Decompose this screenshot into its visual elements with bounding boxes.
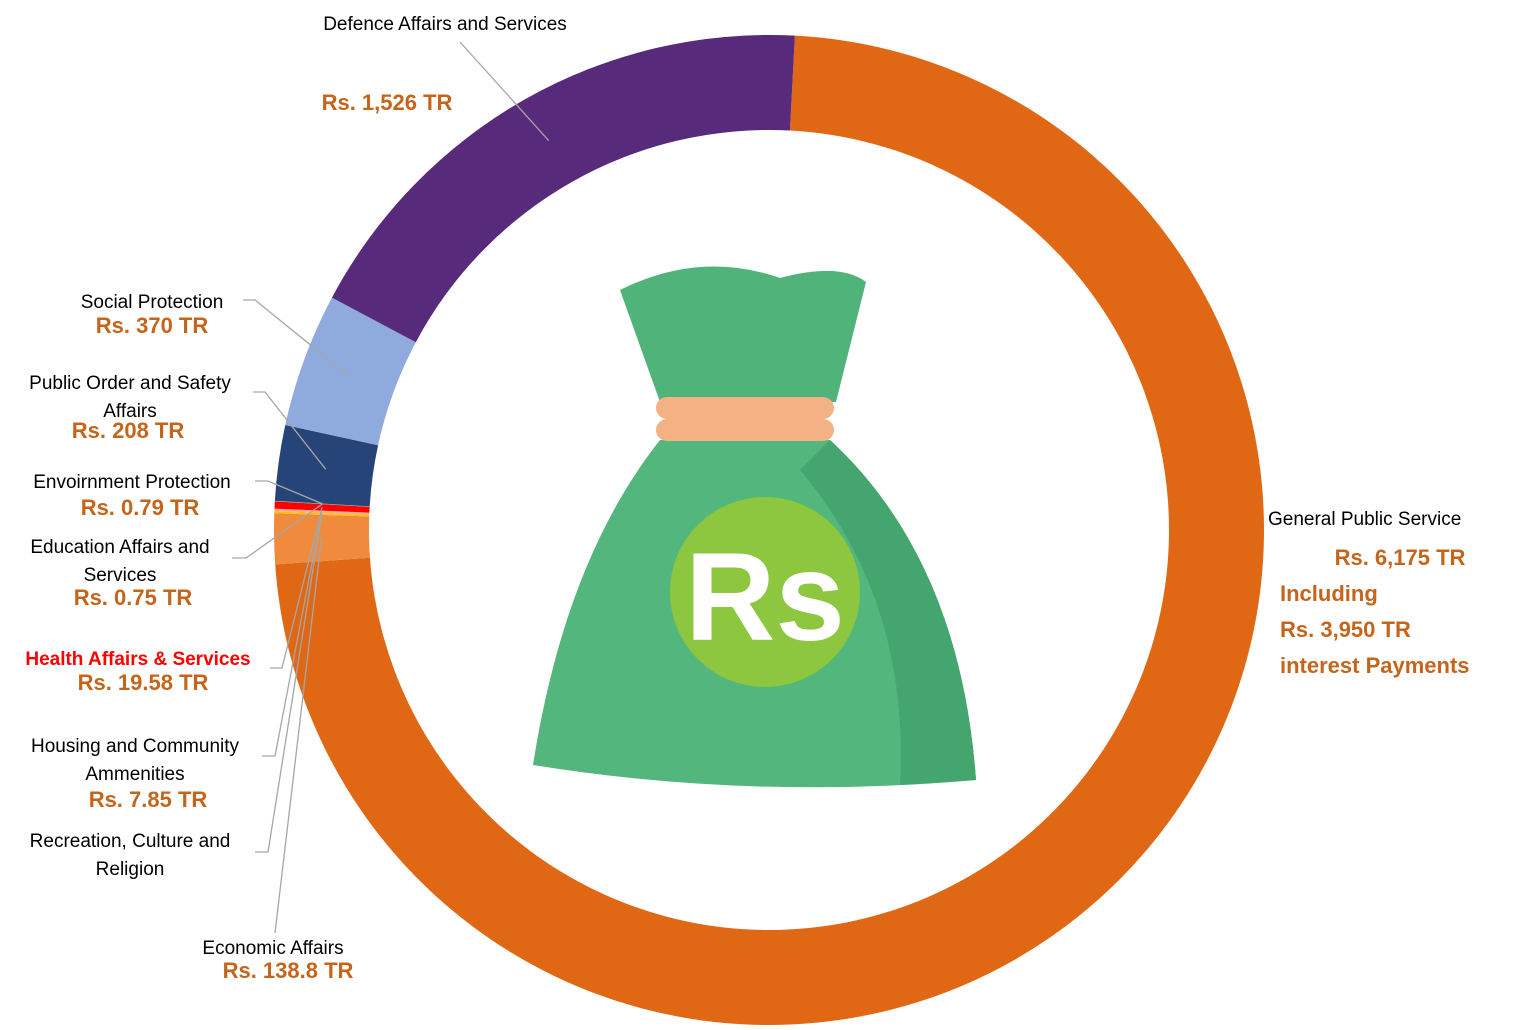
leader-line bbox=[253, 391, 327, 470]
leader-line bbox=[255, 480, 323, 505]
donut bbox=[274, 35, 1265, 1026]
value-label: Rs. 0.79 TR bbox=[80, 495, 200, 520]
leaders bbox=[232, 41, 550, 934]
donut-segment bbox=[274, 501, 370, 507]
donut-segment bbox=[274, 508, 370, 516]
value-label: Rs. 7.85 TR bbox=[88, 787, 208, 812]
leader-line bbox=[274, 537, 323, 934]
donut-segment bbox=[274, 501, 370, 513]
category-label: Recreation, Culture and Religion bbox=[29, 831, 231, 880]
donut-segment bbox=[331, 35, 795, 343]
category-label: Health Affairs & Services bbox=[25, 649, 251, 670]
donut-segment bbox=[274, 425, 379, 507]
annotation: interest Payments bbox=[1280, 653, 1470, 678]
bag-band bbox=[656, 419, 834, 441]
bag-band bbox=[656, 397, 834, 419]
leader-line bbox=[262, 511, 323, 757]
money-bag: Rs bbox=[533, 266, 976, 788]
category-label: Economic Affairs bbox=[202, 938, 344, 959]
value-label: Rs. 370 TR bbox=[95, 313, 209, 338]
annotation: Rs. 3,950 TR bbox=[1280, 617, 1411, 642]
category-label: Housing and Community Ammenities bbox=[30, 736, 240, 785]
value-label: Rs. 208 TR bbox=[71, 418, 185, 443]
category-label: General Public Service bbox=[1268, 509, 1462, 530]
value-label: Rs. 138.8 TR bbox=[222, 958, 354, 983]
value-label: Rs. 0.75 TR bbox=[73, 585, 193, 610]
leader-line bbox=[255, 513, 323, 853]
value-label: Rs. 6,175 TR bbox=[1334, 545, 1466, 570]
bag-shade bbox=[800, 440, 976, 785]
category-label: Education Affairs and Services bbox=[30, 537, 210, 586]
annotation: Including bbox=[1280, 581, 1378, 606]
value-label: Rs. 19.58 TR bbox=[77, 670, 209, 695]
category-label: Public Order and Safety Affairs bbox=[29, 373, 231, 422]
leader-line bbox=[243, 299, 350, 377]
coin-text: Rs bbox=[685, 528, 845, 667]
coin bbox=[670, 497, 860, 687]
category-label: Envoirnment Protection bbox=[33, 472, 231, 493]
leader-line bbox=[270, 507, 323, 669]
category-label: Defence Affairs and Services bbox=[323, 14, 567, 35]
leader-line bbox=[459, 41, 550, 141]
value-label: Rs. 1,526 TR bbox=[321, 90, 453, 115]
bag-top bbox=[620, 266, 866, 402]
category-label: Social Protection bbox=[80, 292, 224, 313]
leader-line bbox=[232, 503, 323, 559]
donut-segment bbox=[285, 297, 416, 446]
